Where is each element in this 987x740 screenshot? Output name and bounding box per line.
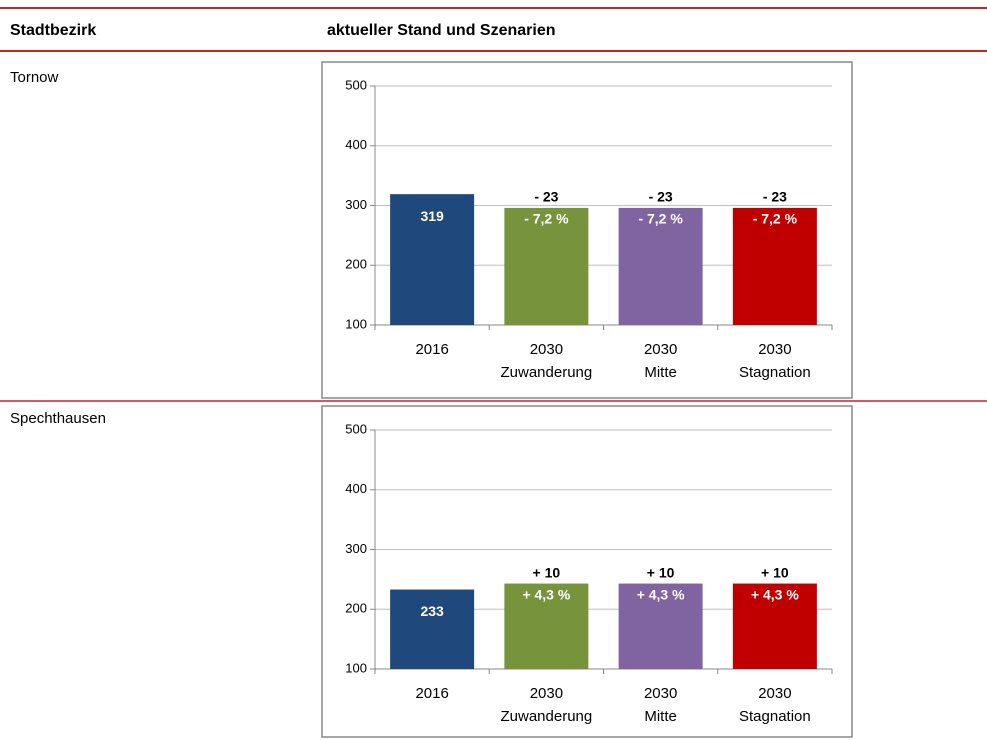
pct-label: - 7,2 % xyxy=(753,211,798,227)
x-tick-label: 2030 xyxy=(758,685,791,702)
y-tick-label: 500 xyxy=(345,421,367,436)
y-tick-label: 300 xyxy=(345,541,367,556)
pct-label: + 4,3 % xyxy=(637,586,685,602)
y-tick-label: 400 xyxy=(345,137,367,152)
x-tick-label: Zuwanderung xyxy=(501,708,593,725)
change-label: + 10 xyxy=(647,564,675,580)
bar xyxy=(504,583,589,669)
bar xyxy=(504,207,589,325)
y-tick-label: 300 xyxy=(345,197,367,212)
change-label: - 23 xyxy=(649,189,673,205)
bar xyxy=(732,207,817,325)
y-tick-label: 100 xyxy=(345,660,367,675)
x-tick-label: 2016 xyxy=(415,685,448,702)
header-cell: aktueller Stand und Szenarien xyxy=(327,22,556,39)
change-label: - 23 xyxy=(763,189,787,205)
row-label: Spechthausen xyxy=(10,410,106,427)
value-label: 233 xyxy=(420,603,444,619)
change-label: - 23 xyxy=(534,189,558,205)
header-cell: Stadtbezirk xyxy=(10,22,96,39)
x-tick-label: 2030 xyxy=(758,341,791,358)
bar xyxy=(732,583,817,669)
bar xyxy=(618,207,703,325)
x-tick-label: 2030 xyxy=(644,341,677,358)
bar xyxy=(390,589,475,669)
x-tick-label: Mitte xyxy=(644,364,677,381)
chart-frame xyxy=(321,405,853,738)
x-tick-label: Stagnation xyxy=(739,708,811,725)
row-label: Tornow xyxy=(10,69,59,86)
bar xyxy=(618,583,703,669)
pct-label: - 7,2 % xyxy=(524,211,569,227)
x-tick-label: 2016 xyxy=(415,341,448,358)
change-label: + 10 xyxy=(533,564,561,580)
pct-label: - 7,2 % xyxy=(638,211,683,227)
x-tick-label: Stagnation xyxy=(739,364,811,381)
x-tick-label: Mitte xyxy=(644,708,677,725)
y-tick-label: 200 xyxy=(345,257,367,272)
chart-frame xyxy=(321,61,853,399)
x-tick-label: Zuwanderung xyxy=(501,364,593,381)
y-tick-label: 100 xyxy=(345,316,367,331)
y-tick-label: 500 xyxy=(345,77,367,92)
y-tick-label: 400 xyxy=(345,481,367,496)
change-label: + 10 xyxy=(761,564,789,580)
y-tick-label: 200 xyxy=(345,601,367,616)
x-tick-label: 2030 xyxy=(530,685,563,702)
x-tick-label: 2030 xyxy=(644,685,677,702)
pct-label: + 4,3 % xyxy=(751,586,799,602)
value-label: 319 xyxy=(420,208,444,224)
bar xyxy=(390,194,475,325)
x-tick-label: 2030 xyxy=(530,341,563,358)
pct-label: + 4,3 % xyxy=(522,586,570,602)
